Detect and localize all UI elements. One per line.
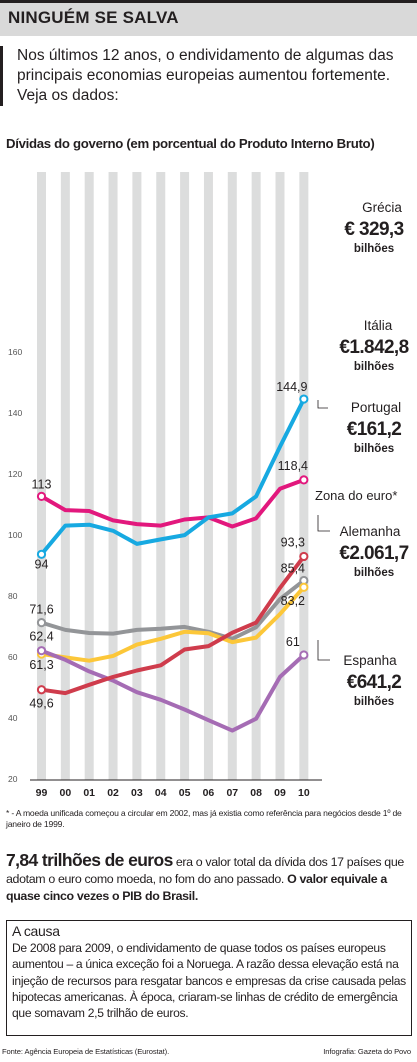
fact-paragraph: 7,84 trilhões de euros era o valor total…: [6, 850, 412, 905]
end-point-espanha: [299, 650, 309, 660]
start-point-portugal: [36, 685, 47, 695]
legend-name-alemanha: Alemanha: [340, 524, 401, 539]
y-tick-20: 20: [8, 774, 18, 784]
series-line-espanha: [39, 648, 306, 733]
grid-band-01: [84, 172, 94, 780]
grid-band-09: [275, 172, 285, 780]
legend-amount-alemanha: €2.061,7: [339, 543, 408, 564]
legend-unit-espanha: bilhões: [354, 696, 394, 708]
x-tick-01: 01: [83, 787, 95, 799]
legend-name-zona-do-euro: Zona do euro*: [315, 488, 397, 503]
legend-amount-grecia: € 329,3: [344, 219, 403, 240]
y-tick-80: 80: [8, 591, 18, 601]
end-label-zona-do-euro: 85,4: [281, 562, 305, 576]
grid-band-05: [180, 172, 190, 780]
debt-line-chart: 20 40 60 80 100 120 140 160 99 00 01 02 03 04 05 06 07 08…: [8, 172, 409, 799]
series-line-grecia: [39, 397, 306, 557]
start-label-italia: 113: [32, 477, 52, 491]
y-tick-60: 60: [8, 652, 18, 662]
x-tick-00: 00: [60, 787, 72, 799]
y-tick-120: 120: [8, 469, 22, 479]
x-tick-07: 07: [226, 787, 238, 799]
intro-text: Nos últimos 12 anos, o endividamento de …: [0, 46, 408, 106]
end-label-espanha: 61: [286, 635, 300, 649]
y-tick-140: 140: [8, 408, 22, 418]
start-label-espanha: 62,4: [29, 630, 53, 644]
chart-title: Dívidas do governo (em porcentual do Pro…: [6, 136, 375, 151]
footnote: * - A moeda unificada começou a circular…: [6, 808, 402, 829]
y-tick-100: 100: [8, 530, 22, 540]
start-label-portugal: 49,6: [29, 697, 53, 711]
source-credit: Fonte: Agência Europeia de Estatísticas …: [2, 1047, 170, 1056]
legend-amount-espanha: €641,2: [347, 672, 402, 693]
x-tick-06: 06: [203, 787, 215, 799]
cause-box-title: A causa: [12, 923, 60, 939]
connector-espanha: [317, 640, 330, 661]
start-point-zona-do-euro: [36, 618, 47, 628]
y-tick-160: 160: [8, 347, 22, 357]
cause-box: A causa De 2008 para 2009, o endividamen…: [6, 920, 412, 1036]
page-title: NINGUÉM SE SALVA: [8, 8, 179, 27]
grid-band-99: [37, 172, 46, 780]
cause-box-text: De 2008 para 2009, o endividamento de qu…: [12, 941, 406, 1021]
y-tick-40: 40: [8, 713, 18, 723]
x-tick-04: 04: [155, 787, 167, 799]
end-point-alemanha: [299, 582, 309, 592]
start-point-italia: [36, 491, 47, 501]
start-point-espanha: [36, 646, 47, 656]
series-line-zona-do-euro: [39, 578, 306, 641]
infographic-credit: Infografia: Gazeta do Povo: [323, 1047, 411, 1056]
header-bar: NINGUÉM SE SALVA: [0, 0, 417, 36]
start-label-alemanha: 61,3: [29, 658, 53, 672]
end-label-grecia: 144,9: [276, 380, 307, 394]
legend-amount-portugal: €161,2: [347, 419, 402, 440]
start-label-zona-do-euro: 71,6: [29, 603, 53, 617]
series-line-alemanha: [39, 585, 306, 663]
x-tick-02: 02: [107, 787, 119, 799]
grid-band-08: [251, 172, 261, 780]
series-line-portugal: [39, 554, 306, 696]
start-point-grecia: [36, 549, 47, 559]
end-label-portugal: 93,3: [281, 535, 305, 549]
x-tick-08: 08: [250, 787, 262, 799]
grid-band-07: [227, 172, 237, 780]
connector-alemanha: [317, 515, 330, 532]
legend-amount-italia: €1.842,8: [339, 337, 408, 358]
x-tick-99: 99: [36, 787, 48, 799]
start-label-grecia: 94: [35, 557, 49, 571]
legend-unit-alemanha: bilhões: [354, 567, 394, 579]
legend-unit-grecia: bilhões: [354, 243, 394, 255]
legend-unit-portugal: bilhões: [354, 443, 394, 455]
legend-name-portugal: Portugal: [351, 400, 401, 415]
legend-name-italia: Itália: [364, 318, 393, 333]
end-point-portugal: [299, 551, 309, 562]
end-label-alemanha: 83,2: [281, 594, 305, 608]
connector-portugal: [317, 400, 328, 409]
x-tick-09: 09: [274, 787, 286, 799]
grid-band-06: [203, 172, 213, 780]
end-label-italia: 118,4: [278, 459, 308, 473]
grid-band-04: [156, 172, 166, 780]
x-tick-03: 03: [131, 787, 143, 799]
grid-band-00: [60, 172, 70, 780]
end-point-italia: [299, 475, 309, 485]
fact-highlight: 7,84 trilhões de euros: [6, 850, 173, 870]
fact-text: era o valor total da dívida dos 17 paíse…: [6, 855, 404, 886]
x-tick-05: 05: [179, 787, 191, 799]
grid-band-03: [132, 172, 142, 780]
legend-name-espanha: Espanha: [343, 653, 397, 668]
end-point-grecia: [299, 394, 309, 404]
grid-band-02: [108, 172, 118, 780]
fact-bold-text: O valor equivale a quase cinco vezes o P…: [6, 872, 387, 903]
legend-name-grecia: Grécia: [362, 200, 402, 215]
series-line-italia: [39, 477, 306, 529]
legend-unit-italia: bilhões: [354, 361, 394, 373]
x-tick-10: 10: [298, 787, 310, 799]
